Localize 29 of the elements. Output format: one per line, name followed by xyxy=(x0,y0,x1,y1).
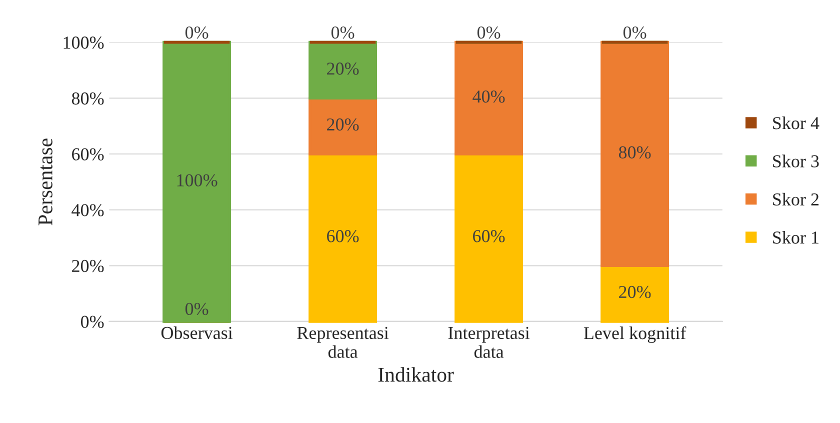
legend-label: Skor 3 xyxy=(773,154,819,168)
data-label: 60% xyxy=(473,230,505,242)
data-label: 0% xyxy=(331,26,354,39)
x-tick-label: Observasi xyxy=(161,326,233,340)
data-label: 0% xyxy=(477,26,500,39)
y-tick-label: 0% xyxy=(80,316,104,328)
data-label: 20% xyxy=(327,118,359,131)
data-label: 20% xyxy=(327,62,359,75)
x-tick-label: Representasi data xyxy=(297,326,389,358)
data-label: 0% xyxy=(185,26,208,39)
data-label: 40% xyxy=(472,90,505,103)
legend-label: Skor 2 xyxy=(773,192,819,206)
data-label: 0% xyxy=(185,302,208,316)
data-label: 100% xyxy=(177,174,218,186)
x-tick-label: Interpretasi data xyxy=(448,326,530,358)
y-tick-label: 60% xyxy=(72,148,104,160)
data-label: 80% xyxy=(618,146,651,159)
legend-label: Skor 4 xyxy=(773,116,820,130)
y-tick-label: 20% xyxy=(72,260,104,272)
y-tick-label: 80% xyxy=(72,92,104,105)
y-tick-label: 40% xyxy=(72,204,104,216)
y-axis-title: Persentase xyxy=(38,138,52,226)
x-axis-title: Indikator xyxy=(378,367,454,382)
x-tick-label: Level kognitif xyxy=(584,326,686,343)
data-label: 60% xyxy=(327,230,359,242)
y-tick-label: 100% xyxy=(64,36,104,49)
data-label: 0% xyxy=(623,26,646,39)
data-label: 20% xyxy=(619,286,651,298)
legend-label: Skor 1 xyxy=(773,230,818,244)
